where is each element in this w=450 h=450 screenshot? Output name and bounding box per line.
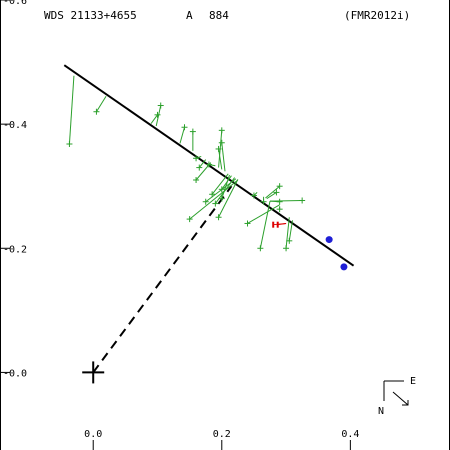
x-axis-ticks: 0.0 0.2 0.4 [84,429,359,450]
ephemeris-point [340,263,348,271]
compass-north-label: N [378,406,384,417]
ephemeris-point [325,236,333,244]
observation-markers [66,102,306,252]
y-tick-label: -0.4 [3,120,27,131]
residual-line [189,179,239,220]
residual-line [218,148,223,170]
motion-arrow-icon [392,391,409,406]
y-tick-label: -0.6 [3,0,27,7]
residual-line [221,142,226,172]
residual-line [198,159,207,168]
y-tick-label: -0.0 [3,368,27,379]
motion-arrowhead-icon [402,400,409,406]
residual-line [211,173,229,195]
x-tick-label: 0.0 [84,429,102,440]
residual-line [96,95,107,112]
x-tick-label: 0.4 [341,429,359,440]
residual-line [155,105,162,127]
residual-line [266,191,277,200]
y-axis-ticks: -0.0 -0.2 -0.4 -0.6 [0,0,27,379]
primary-star-group [82,361,105,384]
residual-line [269,199,303,202]
pair-label: A [186,9,193,22]
speckle-markers [272,221,279,228]
residual-line [259,201,271,249]
compass-rose: E N [378,376,416,417]
residual-line [205,178,237,203]
residual-line [265,185,280,199]
residual-lines [68,75,303,249]
residual-line [218,179,239,218]
orbit-reference: (FMR2012i) [344,9,411,22]
discoverer-number: 884 [209,9,229,22]
compass-east-label: E [410,376,416,387]
residual-line [179,127,185,144]
residual-line [288,220,293,241]
system-designation: WDS 21133+4655 [44,9,137,22]
ephemeris-points [325,236,348,271]
periastron-line [92,185,233,374]
x-tick-label: 0.2 [213,429,231,440]
residual-line [247,204,280,224]
residual-line [68,75,75,145]
speckle-residual-line [277,222,287,226]
residual-line [253,192,258,196]
periastron-line-group [92,185,233,374]
residual-line [285,217,290,249]
y-tick-label: -0.2 [3,244,27,255]
residual-line [195,162,212,181]
residual-line [150,114,158,124]
